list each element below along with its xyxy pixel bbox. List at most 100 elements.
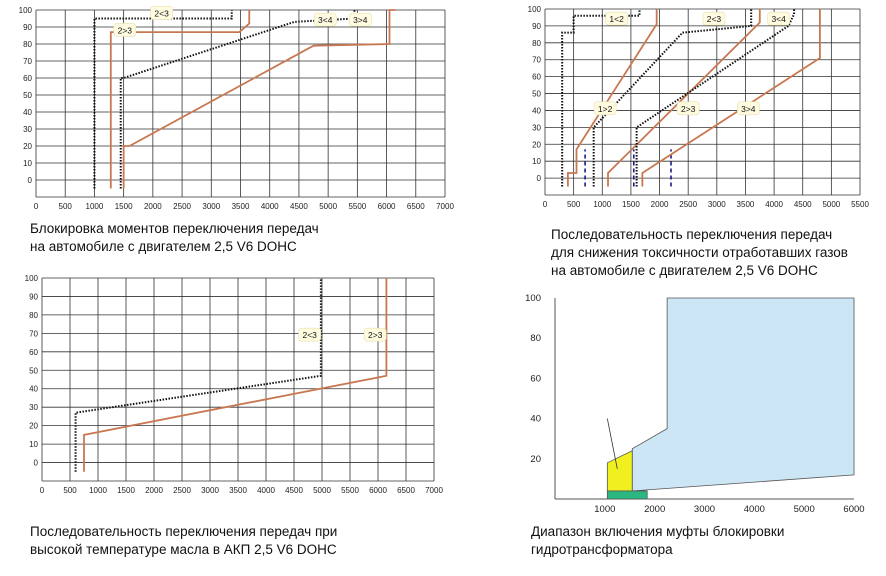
y-tick-label: 40 — [532, 106, 541, 115]
x-tick-label: 1000 — [594, 504, 615, 515]
x-tick-label: 6000 — [843, 504, 864, 515]
y-tick-label: 0 — [28, 176, 33, 185]
x-tick-label: 500 — [567, 200, 581, 209]
x-tick-label: 5500 — [851, 200, 869, 209]
chart-shift-lock: 100 90 80 70 60 50 40 30 20 10 0 0 500 1000 1500 2000 25… — [0, 0, 460, 215]
x-tick-label: 3000 — [708, 200, 726, 209]
x-tick-label: 1000 — [89, 486, 107, 495]
x-tick-label: 6000 — [378, 202, 396, 211]
y-tick-label: 20 — [23, 142, 32, 151]
series-line — [641, 9, 821, 187]
x-tick-label: 2000 — [644, 504, 665, 515]
x-tick-label: 7000 — [436, 202, 454, 211]
x-tick-label: 4000 — [261, 202, 279, 211]
annotation-label: 2<3 — [707, 14, 722, 24]
caption-shift-lock: Блокировка моментов переключения передач… — [30, 220, 319, 256]
annotation-label: 1<2 — [609, 14, 624, 24]
region-area — [631, 297, 855, 492]
annotation-box — [348, 12, 372, 27]
x-tick-label: 3500 — [737, 200, 755, 209]
y-tick-label: 80 — [23, 40, 32, 49]
annotation-label: 2<3 — [302, 330, 317, 340]
y-tick-label: 10 — [23, 159, 32, 168]
x-tick-label: 2500 — [679, 200, 697, 209]
x-tick-label: 6500 — [407, 202, 425, 211]
y-tick-label: 100 — [528, 5, 542, 14]
annotation-label: 2<3 — [154, 8, 169, 18]
y-tick-label: 90 — [532, 22, 541, 31]
y-tick-label: 90 — [29, 292, 38, 301]
caption-line: Последовательность переключения передач — [551, 227, 833, 242]
caption-lockup-range: Диапазон включения муфты блокировки гидр… — [531, 523, 784, 559]
series-line — [567, 9, 658, 187]
y-tick-label: 60 — [29, 348, 38, 357]
x-tick-label: 3000 — [694, 504, 715, 515]
chart-lockup-range-svg: 20 40 60 80 100 1000 2000 3000 4000 5000 6000 — [525, 293, 864, 515]
series-line — [74, 278, 322, 472]
annotation-box — [767, 11, 790, 26]
x-tick-label: 1000 — [86, 202, 104, 211]
annotation-box — [593, 101, 617, 116]
region-area — [606, 450, 633, 492]
caption-line: Последовательность переключения передач … — [30, 524, 338, 539]
annotation-label: 3>4 — [741, 104, 756, 114]
annotation-box — [313, 12, 337, 27]
y-tick-label: 40 — [23, 108, 32, 117]
annotation-label: 2>3 — [368, 330, 383, 340]
annotation-box — [605, 11, 628, 26]
x-tick-label: 2000 — [651, 200, 669, 209]
x-tick-label: 6000 — [369, 486, 387, 495]
annotation-box — [150, 6, 173, 20]
y-tick-label: 50 — [532, 90, 541, 99]
x-tick-label: 2000 — [144, 202, 162, 211]
y-tick-label: 60 — [530, 373, 541, 384]
x-tick-label: 4500 — [290, 202, 308, 211]
y-tick-label: 100 — [19, 6, 33, 15]
series-line — [635, 9, 796, 187]
x-tick-label: 1500 — [622, 200, 640, 209]
x-tick-label: 3500 — [232, 202, 250, 211]
x-tick-label: 4000 — [765, 200, 783, 209]
annotation-box — [702, 11, 726, 26]
caption-line: на автомобиле с двигателем 2,5 V6 DOHC — [30, 239, 297, 254]
y-tick-label: 30 — [29, 403, 38, 412]
x-tick-label: 4500 — [285, 486, 303, 495]
y-tick-label: 30 — [532, 123, 541, 132]
caption-line: на автомобиле с двигателем 2,5 V6 DOHC — [551, 263, 818, 278]
y-tick-label: 100 — [525, 293, 541, 304]
y-tick-label: 60 — [532, 73, 541, 82]
y-tick-label: 40 — [29, 385, 38, 394]
x-tick-label: 5500 — [348, 202, 366, 211]
x-tick-label: 2500 — [173, 202, 191, 211]
x-tick-label: 3000 — [201, 486, 219, 495]
y-tick-label: 0 — [537, 174, 542, 183]
annotation-label: 3<4 — [318, 15, 333, 25]
y-tick-label: 40 — [530, 414, 541, 425]
y-tick-label: 50 — [23, 91, 32, 100]
y-tick-label: 80 — [530, 333, 541, 344]
x-tick-label: 1500 — [117, 486, 135, 495]
x-tick-label: 500 — [63, 486, 77, 495]
x-tick-label: 5000 — [313, 486, 331, 495]
annotation-box — [363, 327, 387, 342]
x-tick-label: 5000 — [319, 202, 337, 211]
annotation-label: 2>3 — [118, 25, 133, 35]
x-tick-label: 3500 — [229, 486, 247, 495]
x-tick-label: 2500 — [173, 486, 191, 495]
leader-line — [606, 418, 618, 469]
y-tick-label: 50 — [29, 366, 38, 375]
y-tick-label: 100 — [25, 274, 39, 283]
caption-line: гидротрансформатора — [531, 542, 673, 557]
x-tick-label: 4000 — [744, 504, 765, 515]
y-tick-label: 60 — [23, 74, 32, 83]
series-line — [561, 9, 641, 187]
annotation-label: 3<4 — [771, 14, 786, 24]
annotation-box — [737, 101, 760, 116]
y-tick-label: 70 — [532, 56, 541, 65]
series-line — [83, 278, 388, 472]
y-tick-label: 80 — [29, 311, 38, 320]
x-tick-label: 4500 — [794, 200, 812, 209]
series-line — [122, 9, 396, 189]
